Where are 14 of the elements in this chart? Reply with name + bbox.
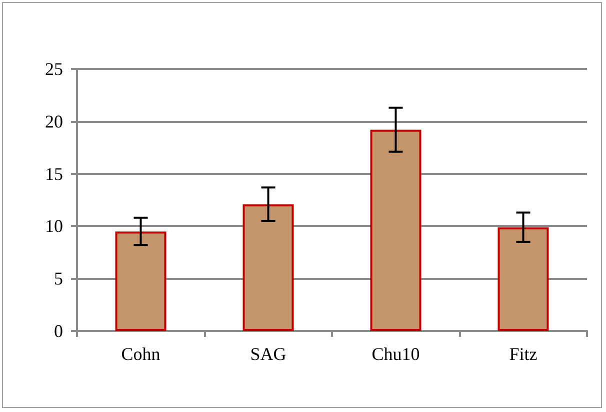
y-tick-label: 20 bbox=[45, 111, 63, 132]
x-tick-label: Cohn bbox=[121, 344, 160, 364]
bar bbox=[370, 130, 422, 331]
y-tick-label: 5 bbox=[54, 268, 63, 289]
x-tick-label: Chu10 bbox=[372, 344, 420, 364]
bar bbox=[115, 231, 166, 331]
bar bbox=[242, 204, 294, 331]
y-tick-label: 10 bbox=[45, 216, 63, 236]
bar bbox=[498, 227, 549, 331]
x-tick-label: Fitz bbox=[509, 344, 538, 364]
x-tick-label: SAG bbox=[250, 344, 286, 364]
y-tick-label: 25 bbox=[45, 59, 63, 79]
y-tick-label: 0 bbox=[54, 321, 63, 341]
y-tick-label: 15 bbox=[45, 164, 63, 184]
